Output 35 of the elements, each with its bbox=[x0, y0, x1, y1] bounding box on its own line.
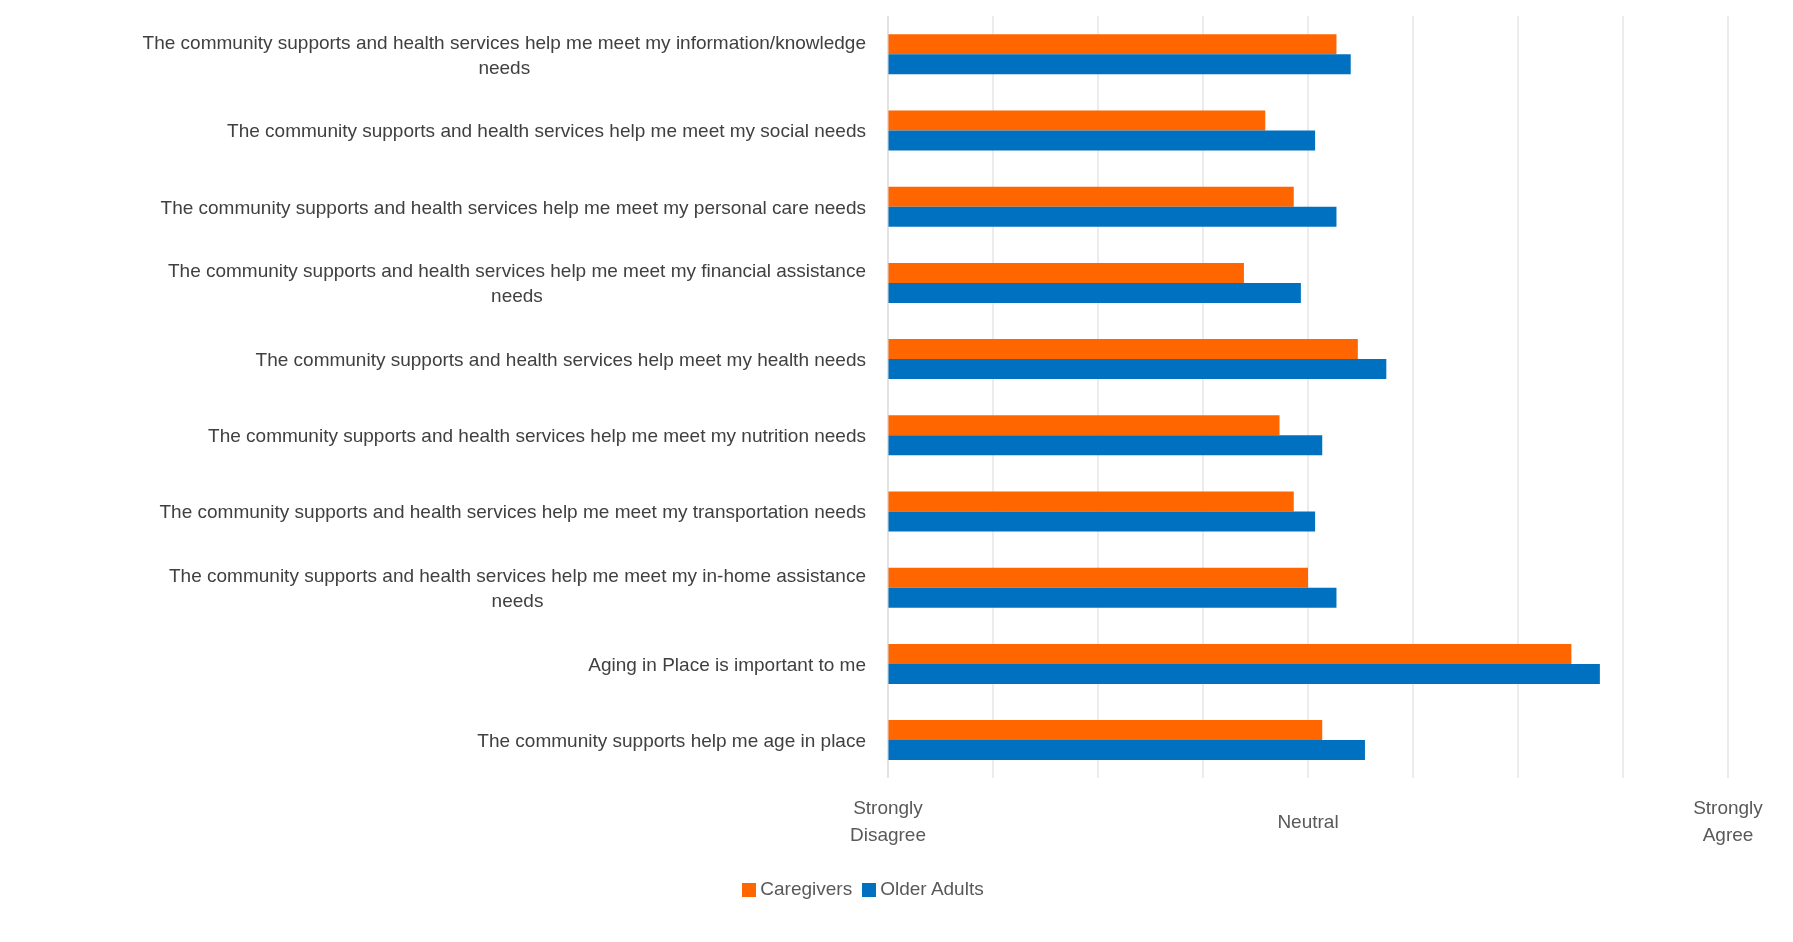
bar bbox=[888, 359, 1387, 380]
text: Strongly Disagree bbox=[848, 796, 927, 847]
bar bbox=[888, 587, 1337, 608]
bar bbox=[888, 339, 1358, 360]
bar bbox=[888, 740, 1365, 761]
bar bbox=[888, 720, 1323, 741]
text: Strongly Agree bbox=[1692, 796, 1764, 847]
y-tick-label: The community supports and health services help me meet my social needs bbox=[227, 119, 866, 141]
bar bbox=[888, 415, 1280, 436]
y-tick-label: The community supports and health services help me meet my financial assistance needs bbox=[167, 259, 866, 306]
bar bbox=[888, 282, 1301, 303]
text: Neutral bbox=[1276, 810, 1340, 834]
bar bbox=[888, 186, 1294, 207]
legend-label: Older Adults bbox=[880, 878, 984, 899]
y-tick-label: The community supports and health services help me meet my information/knowledge needs bbox=[142, 31, 866, 78]
bar bbox=[888, 511, 1316, 532]
bar bbox=[888, 643, 1572, 664]
y-tick-label: The community supports help me age in place bbox=[477, 729, 866, 751]
bar bbox=[888, 206, 1337, 227]
bar bbox=[888, 54, 1351, 75]
bar bbox=[888, 130, 1316, 151]
bar bbox=[888, 491, 1294, 512]
y-tick-label: The community supports and health services help me meet my nutrition needs bbox=[208, 424, 866, 446]
bar bbox=[888, 435, 1323, 456]
bar bbox=[888, 663, 1600, 684]
y-tick-label: Aging in Place is important to me bbox=[588, 653, 866, 675]
y-tick-label: The community supports and health services help meet my health needs bbox=[255, 348, 866, 370]
y-tick-label: The community supports and health services help me meet my in-home assistance needs bbox=[169, 564, 866, 611]
bar bbox=[888, 34, 1337, 55]
bar bbox=[888, 110, 1266, 131]
y-tick-label: The community supports and health services help me meet my transportation needs bbox=[159, 500, 867, 522]
bar bbox=[888, 262, 1244, 283]
legend-label: Caregivers bbox=[760, 878, 853, 899]
bar bbox=[888, 567, 1308, 588]
y-tick-label: The community supports and health services help me meet my personal care needs bbox=[160, 196, 867, 217]
